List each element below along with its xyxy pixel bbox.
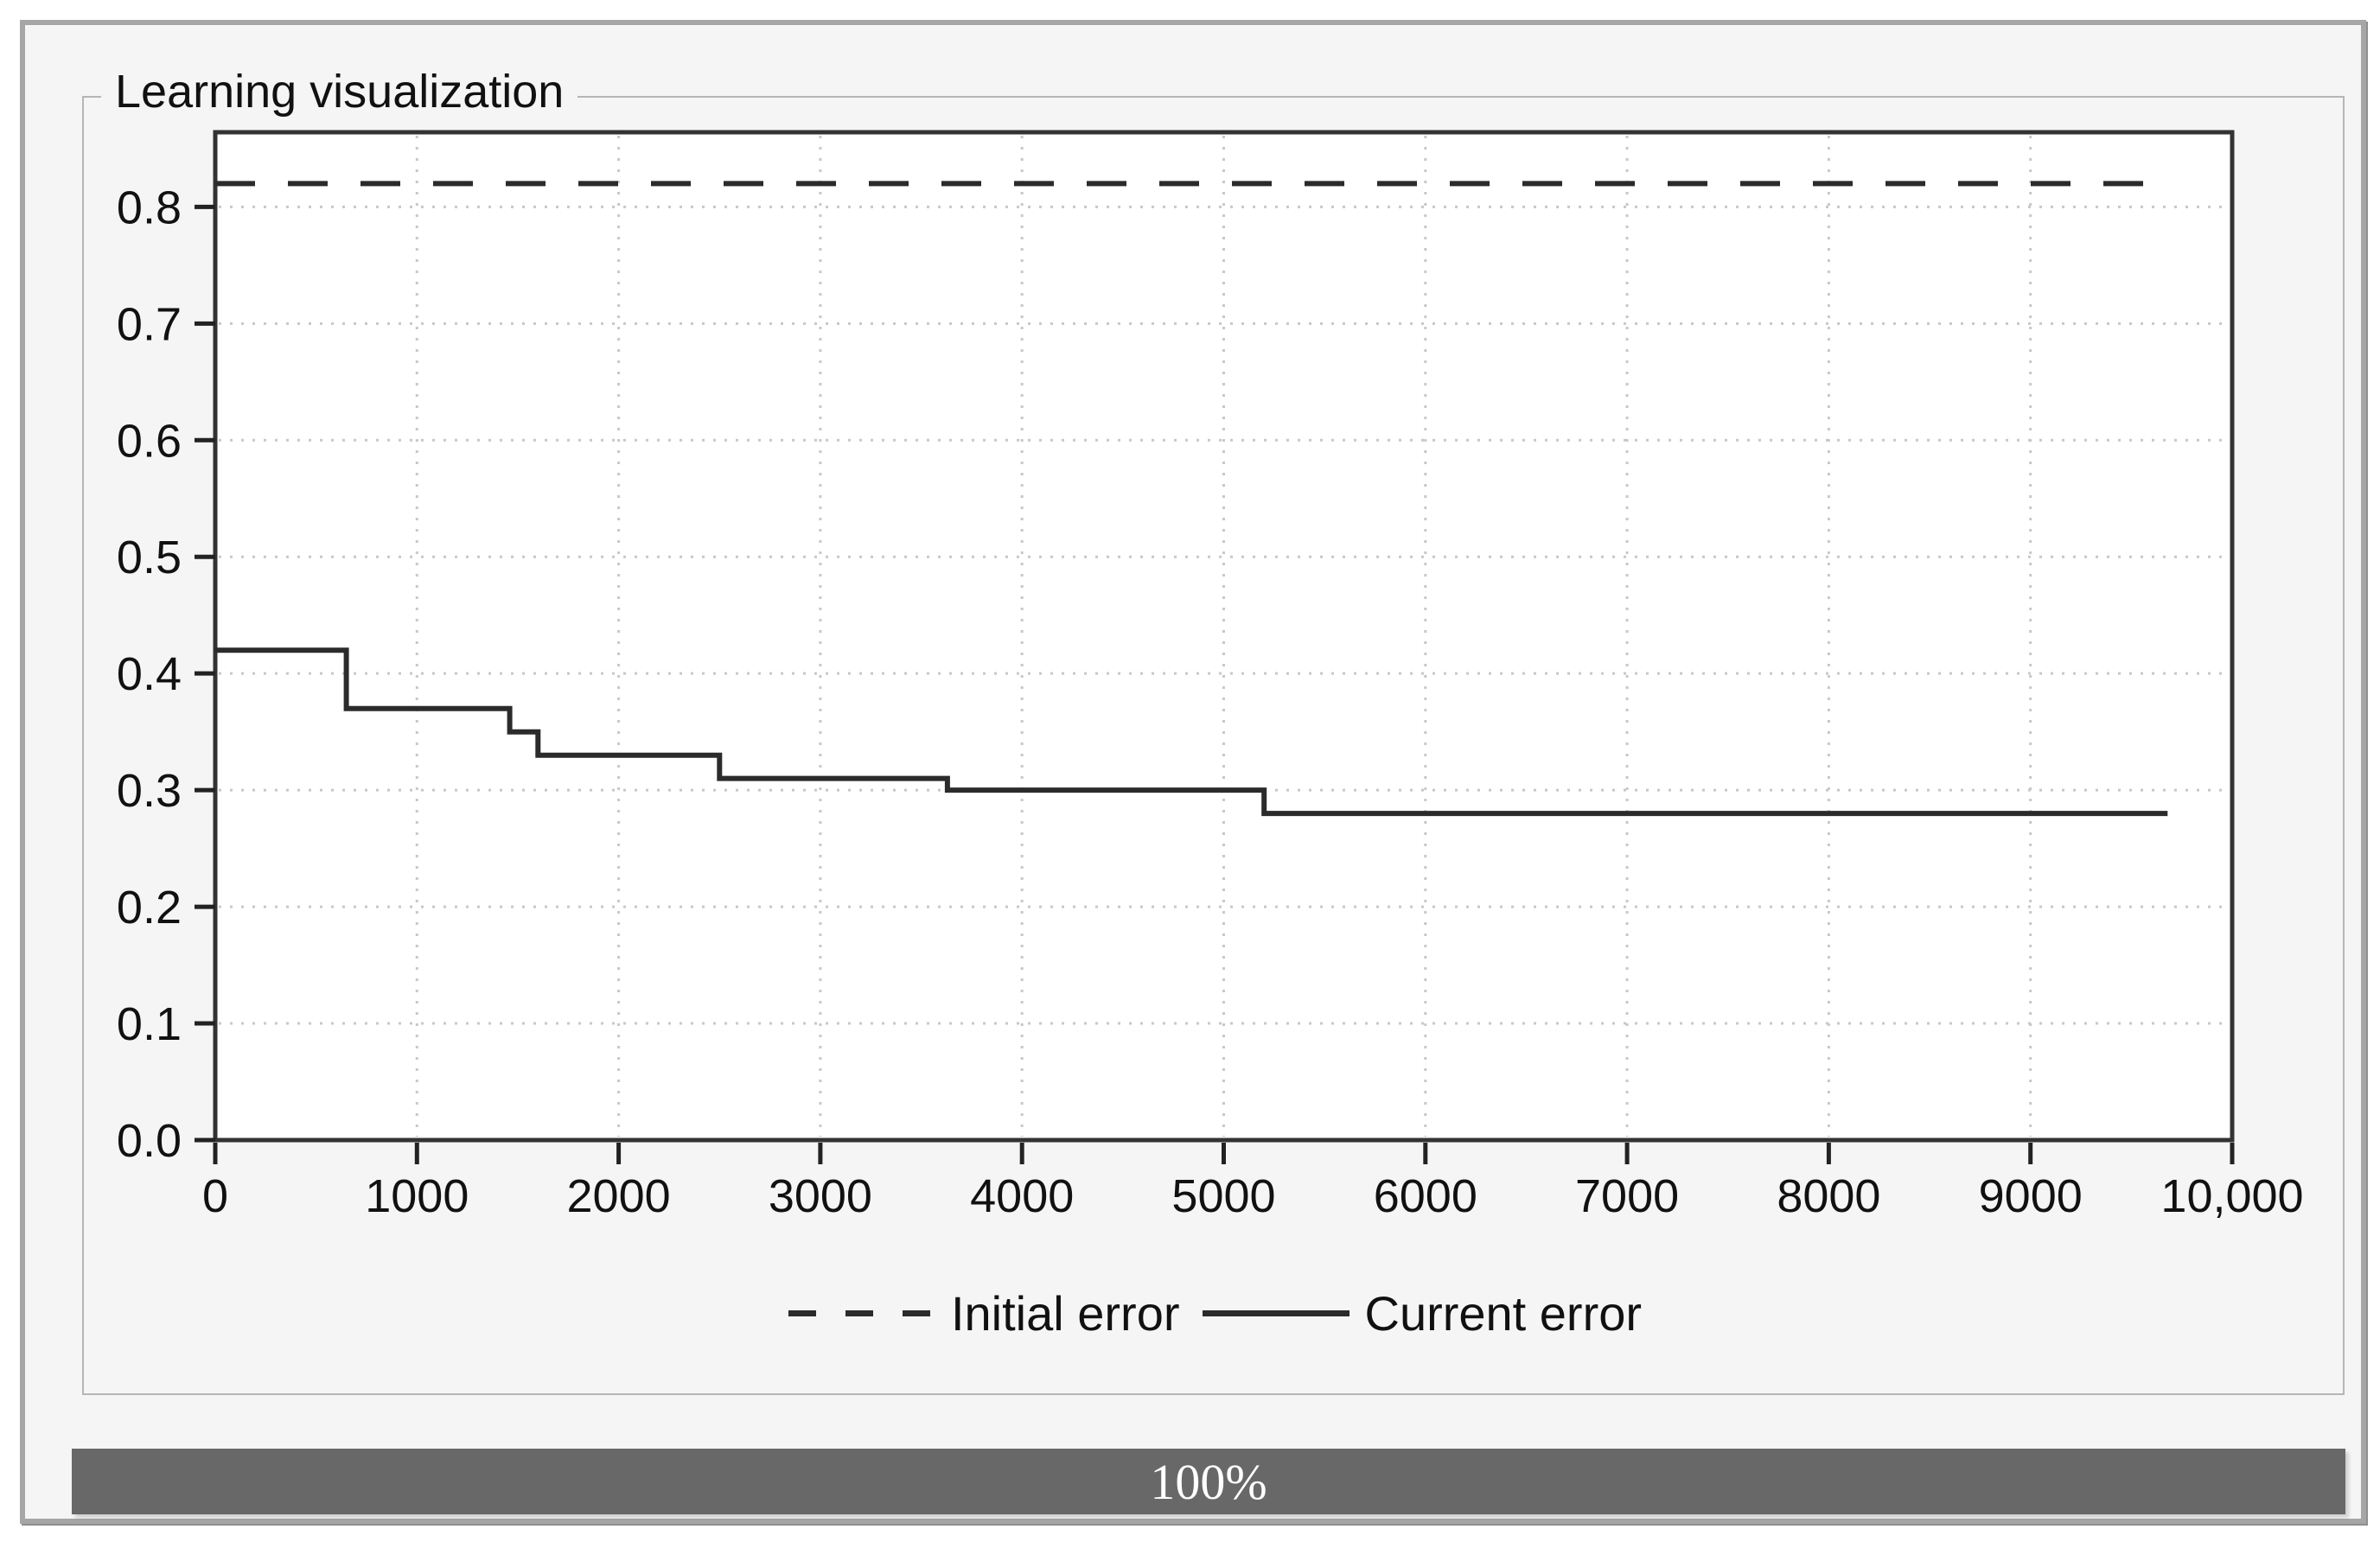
- y-tick-label: 0.3: [117, 765, 182, 817]
- plot-area: [213, 130, 2235, 1143]
- learning-visualization-groupbox: [82, 96, 2345, 1395]
- x-tick-label: 2000: [567, 1170, 671, 1222]
- solid-line-sample: [1202, 1309, 1350, 1316]
- x-tick-label: 9000: [1979, 1170, 2083, 1222]
- progress-bar-label: 100%: [1150, 1453, 1267, 1510]
- y-tick-label: 0.4: [117, 648, 182, 700]
- y-tick-label: 0.5: [117, 532, 182, 583]
- x-tick-label: 5000: [1171, 1170, 1275, 1222]
- x-tick-label: 8000: [1777, 1170, 1880, 1222]
- legend-label-initial-error: Initial error: [950, 1285, 1180, 1341]
- x-tick-label: 7000: [1575, 1170, 1679, 1222]
- legend-item-current-error: Current error: [1202, 1285, 1643, 1341]
- legend-label-current-error: Current error: [1364, 1285, 1643, 1341]
- dashed-line-sample: [788, 1309, 935, 1316]
- x-tick-label: 10,000: [2160, 1170, 2303, 1222]
- x-tick-label: 3000: [769, 1170, 872, 1222]
- x-tick-label: 0: [202, 1170, 228, 1222]
- y-tick-label: 0.2: [117, 882, 182, 933]
- y-tick-label: 0.1: [117, 998, 182, 1050]
- legend-item-initial-error: Initial error: [788, 1285, 1180, 1341]
- x-tick-label: 6000: [1374, 1170, 1477, 1222]
- y-tick-label: 0.7: [117, 298, 182, 350]
- y-tick-label: 0.6: [117, 415, 182, 467]
- x-tick-label: 4000: [970, 1170, 1074, 1222]
- current-error-line: [215, 647, 2168, 817]
- y-tick-label: 0.8: [117, 182, 182, 233]
- y-tick-label: 0.0: [117, 1115, 182, 1167]
- groupbox-title: Learning visualization: [101, 63, 578, 122]
- chart-legend: Initial error Current error: [25, 1277, 2380, 1349]
- x-tick-label: 1000: [365, 1170, 469, 1222]
- progress-bar: 100%: [72, 1449, 2345, 1514]
